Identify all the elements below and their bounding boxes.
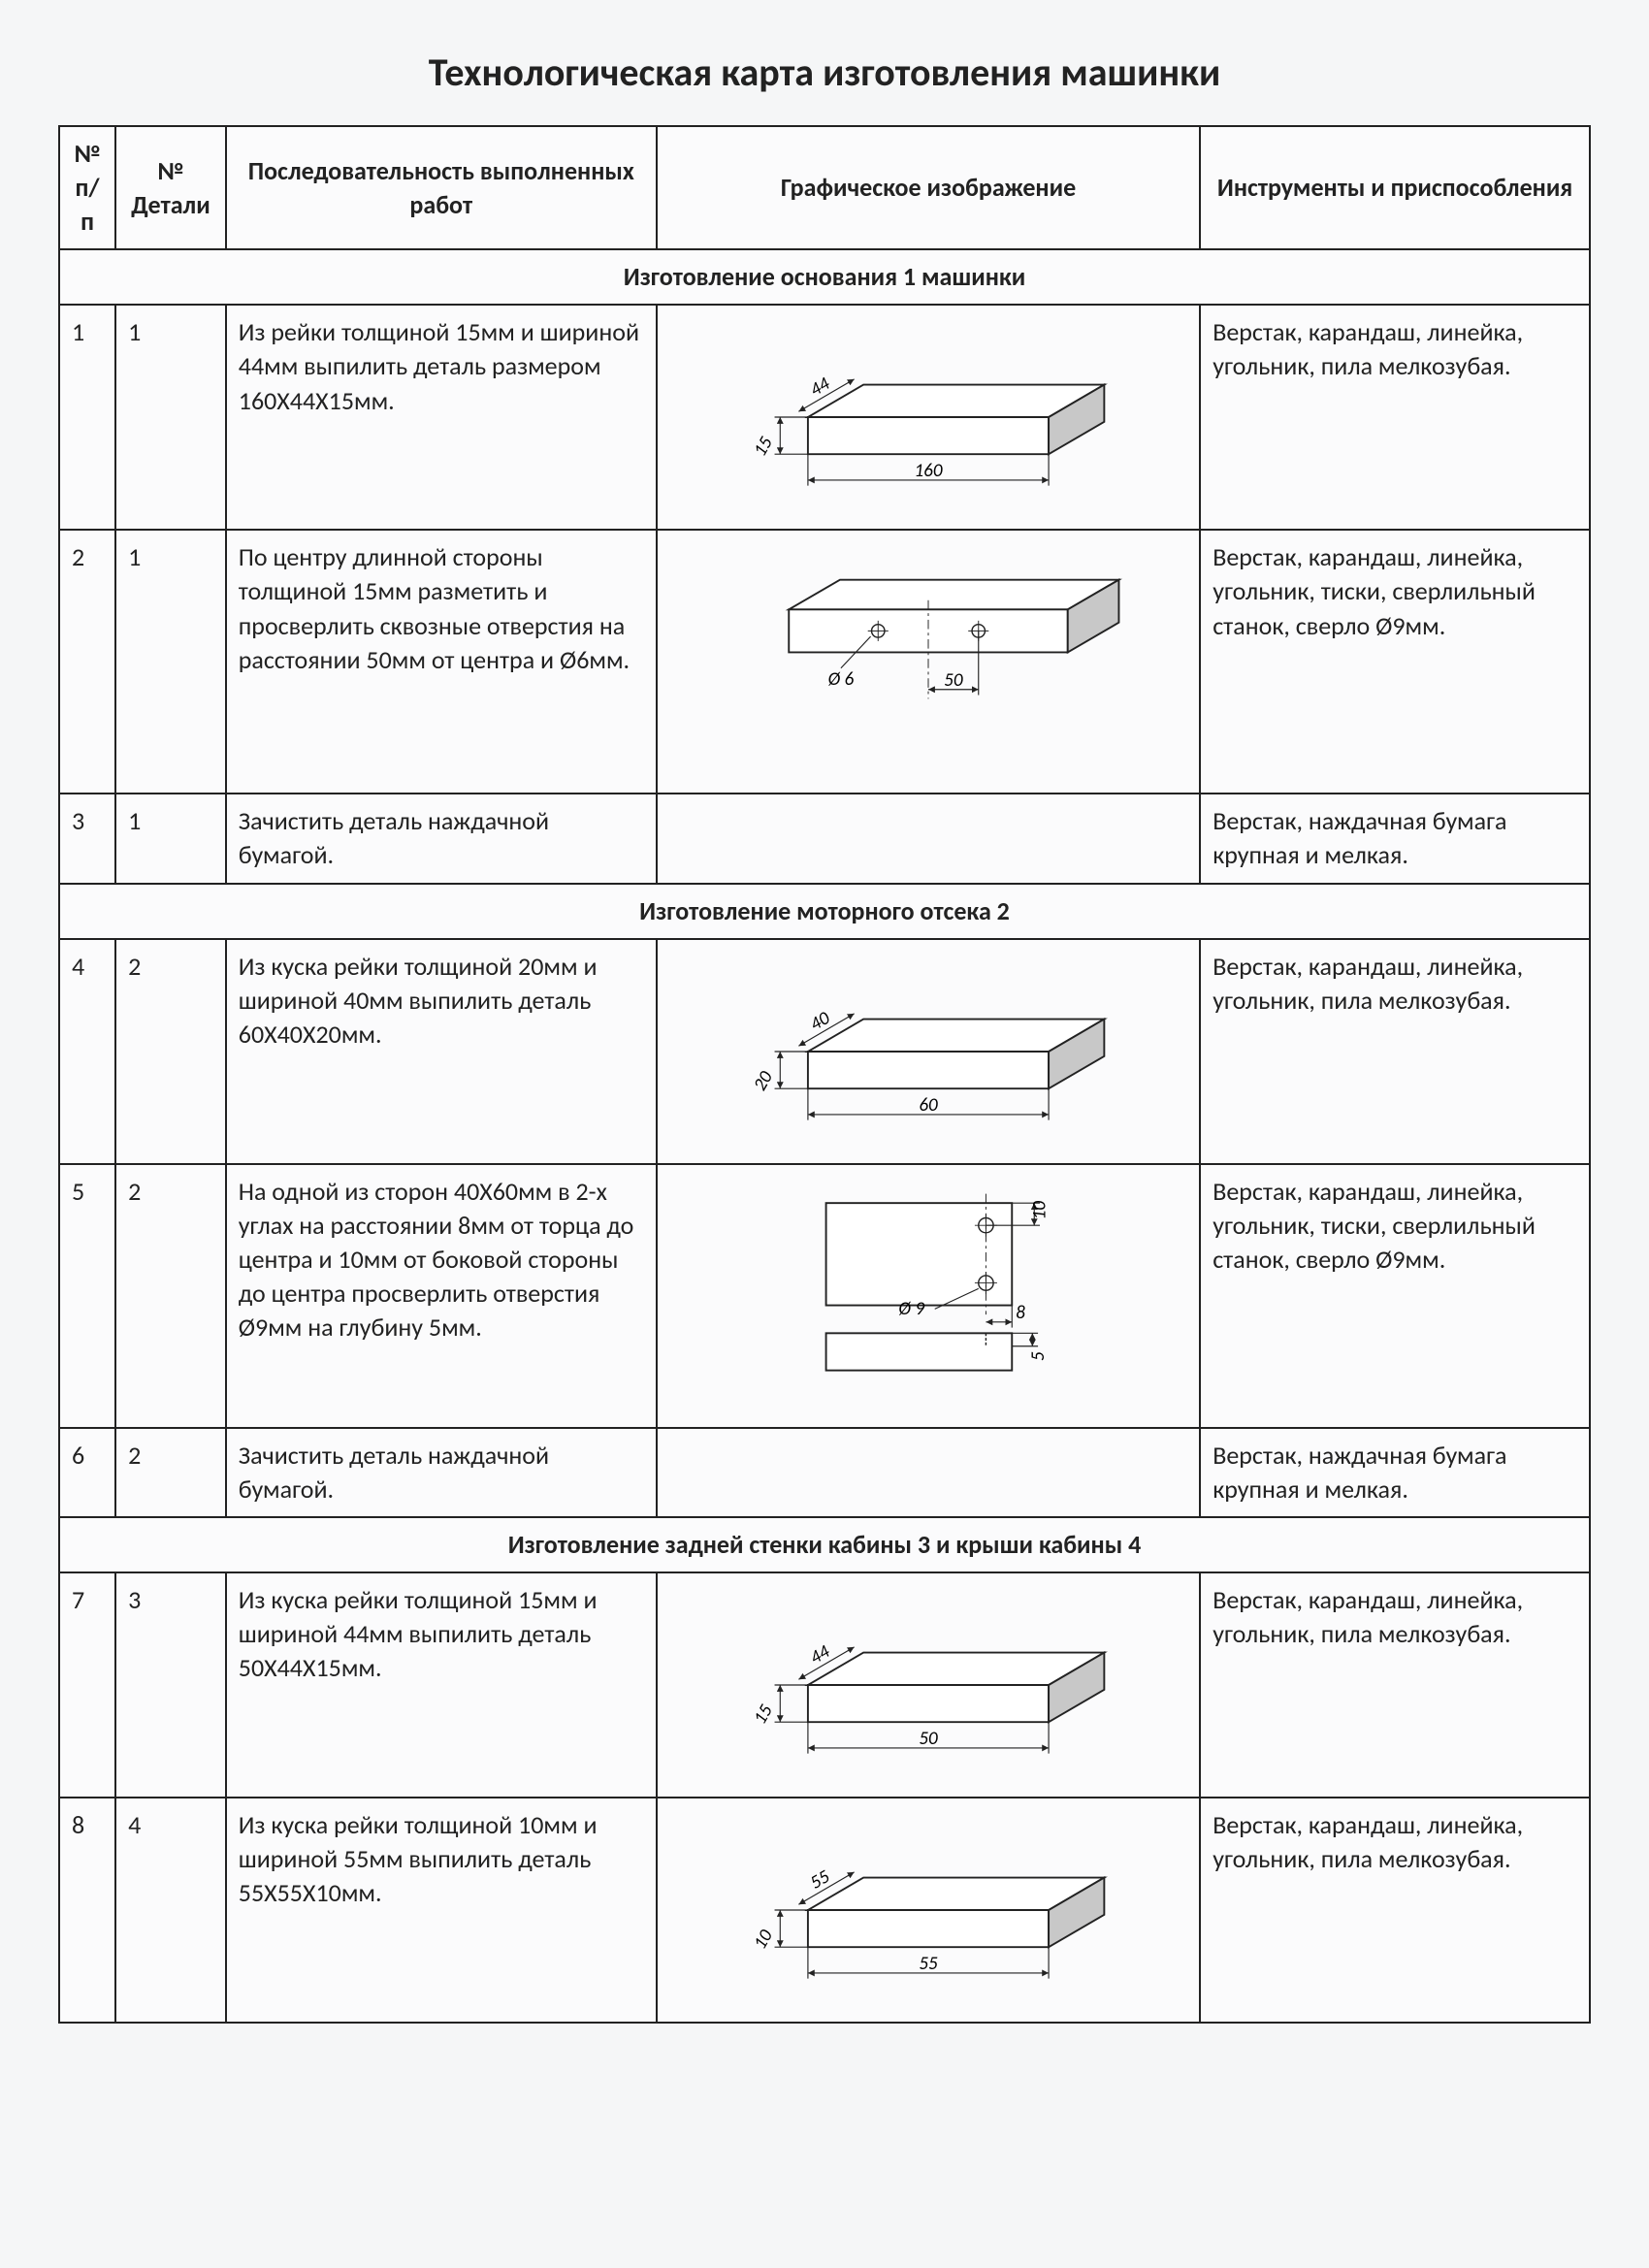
svg-text:50: 50 (919, 1728, 938, 1750)
table-row: 1 1 Из рейки толщиной 15мм и шириной 44м… (59, 305, 1590, 530)
svg-text:15: 15 (749, 1701, 778, 1729)
diagram-cell (657, 794, 1200, 883)
diagram-cell (657, 1428, 1200, 1517)
sequence-text: Из куска рейки толщиной 10мм и шириной 5… (226, 1798, 657, 2023)
sequence-text: Зачистить деталь наждачной бумагой. (226, 794, 657, 883)
svg-text:5: 5 (1027, 1351, 1050, 1361)
header-col5: Инструменты и приспособления (1200, 126, 1590, 249)
tools-text: Верстак, наждачная бумага крупная и мелк… (1200, 794, 1590, 883)
tools-text: Верстак, карандаш, линейка, угольник, пи… (1200, 1798, 1590, 2023)
diagram-cell: 55 10 55 (657, 1798, 1200, 2023)
sequence-text: На одной из сторон 40Х60мм в 2-х углах н… (226, 1164, 657, 1428)
diagram-cell: Ø 9 8 10 5 (657, 1164, 1200, 1428)
detail-number: 4 (115, 1798, 226, 2023)
tools-text: Верстак, наждачная бумага крупная и мелк… (1200, 1428, 1590, 1517)
row-number: 7 (59, 1572, 115, 1798)
row-number: 5 (59, 1164, 115, 1428)
section-title: Изготовление задней стенки кабины 3 и кр… (59, 1517, 1590, 1572)
svg-text:44: 44 (806, 373, 834, 402)
sequence-text: Из рейки толщиной 15мм и шириной 44мм вы… (226, 305, 657, 530)
svg-text:60: 60 (919, 1094, 938, 1117)
sequence-text: По центру длинной стороны толщиной 15мм … (226, 530, 657, 794)
sequence-text: Зачистить деталь наждачной бумагой. (226, 1428, 657, 1517)
diagram-cell: Ø 6 50 (657, 530, 1200, 794)
header-col4: Графическое изображение (657, 126, 1200, 249)
detail-number: 2 (115, 1164, 226, 1428)
svg-text:50: 50 (944, 669, 963, 692)
table-row: 3 1 Зачистить деталь наждачной бумагой. … (59, 794, 1590, 883)
detail-number: 1 (115, 530, 226, 794)
table-row: 4 2 Из куска рейки толщиной 20мм и ширин… (59, 939, 1590, 1164)
svg-text:40: 40 (806, 1007, 834, 1036)
tools-text: Верстак, карандаш, линейка, угольник, ти… (1200, 530, 1590, 794)
svg-text:Ø 6: Ø 6 (828, 668, 855, 691)
tools-text: Верстак, карандаш, линейка, угольник, пи… (1200, 305, 1590, 530)
svg-text:8: 8 (1016, 1302, 1025, 1324)
svg-text:15: 15 (749, 433, 778, 461)
diagram-cell: 160 15 44 (657, 305, 1200, 530)
tools-text: Верстак, карандаш, линейка, угольник, пи… (1200, 939, 1590, 1164)
svg-text:10: 10 (1029, 1200, 1051, 1219)
table-row: 8 4 Из куска рейки толщиной 10мм и ширин… (59, 1798, 1590, 2023)
page-title: Технологическая карта изготовления машин… (58, 49, 1591, 96)
detail-number: 2 (115, 1428, 226, 1517)
row-number: 8 (59, 1798, 115, 2023)
svg-text:55: 55 (806, 1865, 834, 1895)
row-number: 2 (59, 530, 115, 794)
svg-text:20: 20 (749, 1067, 778, 1095)
table-row: 2 1 По центру длинной стороны толщиной 1… (59, 530, 1590, 794)
svg-text:10: 10 (749, 1926, 778, 1954)
sequence-text: Из куска рейки толщиной 20мм и шириной 4… (226, 939, 657, 1164)
row-number: 3 (59, 794, 115, 883)
diagram-cell: 50 15 44 (657, 1572, 1200, 1798)
header-col2: № Детали (115, 126, 226, 249)
detail-number: 2 (115, 939, 226, 1164)
svg-text:55: 55 (919, 1953, 938, 1975)
detail-number: 3 (115, 1572, 226, 1798)
sequence-text: Из куска рейки толщиной 15мм и шириной 4… (226, 1572, 657, 1798)
table-row: 5 2 На одной из сторон 40Х60мм в 2-х угл… (59, 1164, 1590, 1428)
svg-text:Ø 9: Ø 9 (898, 1298, 924, 1320)
detail-number: 1 (115, 305, 226, 530)
diagram-cell: 60 20 40 (657, 939, 1200, 1164)
header-col3: Последовательность выполненных работ (226, 126, 657, 249)
tech-card-table: № п/п № Детали Последовательность выполн… (58, 125, 1591, 2024)
section-title: Изготовление основания 1 машинки (59, 249, 1590, 305)
table-row: 7 3 Из куска рейки толщиной 15мм и ширин… (59, 1572, 1590, 1798)
svg-text:160: 160 (914, 460, 942, 482)
detail-number: 1 (115, 794, 226, 883)
row-number: 1 (59, 305, 115, 530)
tools-text: Верстак, карандаш, линейка, угольник, пи… (1200, 1572, 1590, 1798)
svg-text:44: 44 (806, 1640, 834, 1669)
section-title: Изготовление моторного отсека 2 (59, 884, 1590, 939)
row-number: 6 (59, 1428, 115, 1517)
row-number: 4 (59, 939, 115, 1164)
table-row: 6 2 Зачистить деталь наждачной бумагой. … (59, 1428, 1590, 1517)
header-col1: № п/п (59, 126, 115, 249)
tools-text: Верстак, карандаш, линейка, угольник, ти… (1200, 1164, 1590, 1428)
